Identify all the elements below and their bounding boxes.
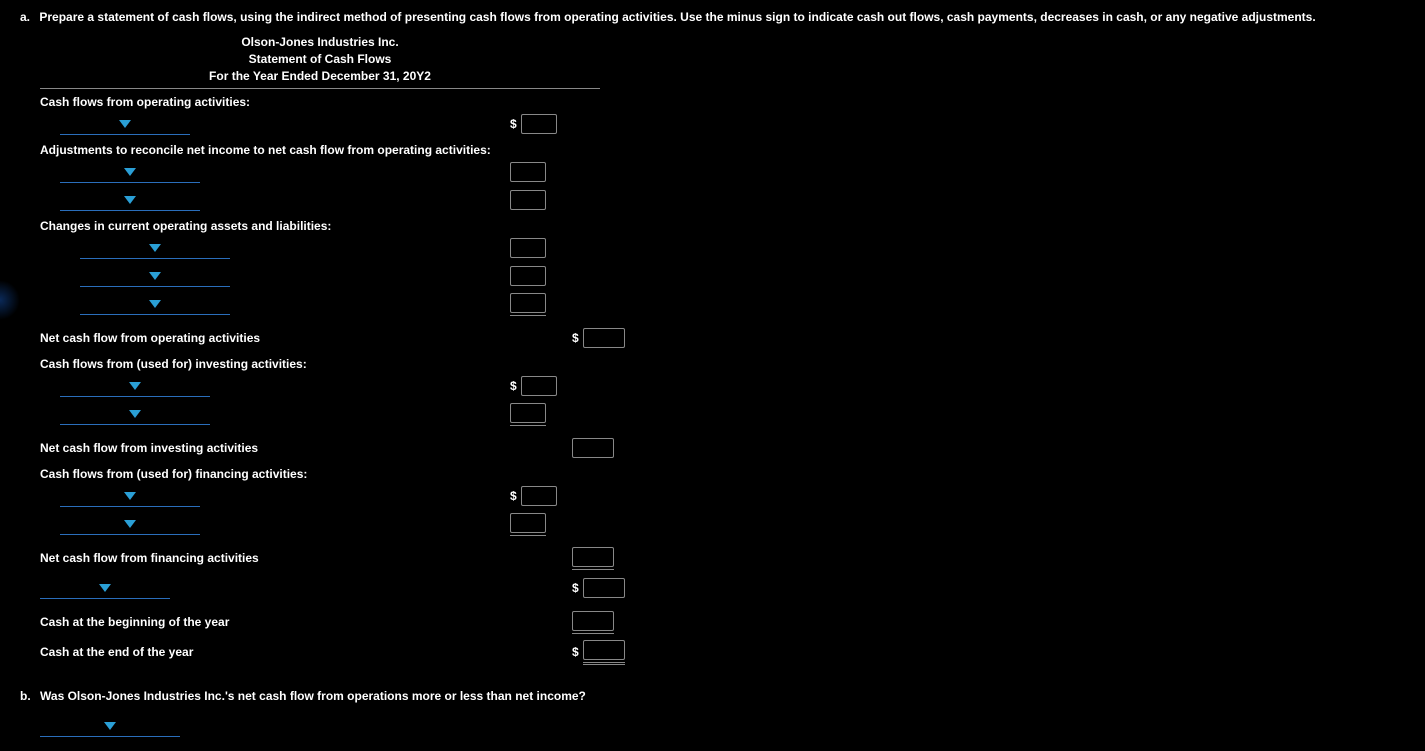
adjustment-1-amount[interactable] (510, 162, 546, 182)
investing-1-dropdown[interactable] (60, 375, 210, 397)
change-3-amount[interactable] (510, 293, 546, 313)
operating-section-header: Cash flows from operating activities: (40, 95, 1405, 109)
net-financing-label: Net cash flow from financing activities (40, 551, 259, 565)
question-b-dropdown[interactable] (40, 715, 180, 737)
statement-header: Olson-Jones Industries Inc. Statement of… (20, 34, 620, 84)
cash-change-dropdown[interactable] (40, 577, 170, 599)
question-b: b. Was Olson-Jones Industries Inc.'s net… (20, 689, 1405, 739)
cash-end-amount[interactable] (583, 640, 625, 660)
cash-begin-label: Cash at the beginning of the year (40, 615, 229, 629)
chevron-down-icon (124, 520, 136, 528)
financing-1-amount[interactable] (521, 486, 557, 506)
investing-section-header: Cash flows from (used for) investing act… (40, 357, 1405, 371)
chevron-down-icon (124, 168, 136, 176)
statement-title: Statement of Cash Flows (20, 51, 620, 68)
changes-header: Changes in current operating assets and … (40, 219, 1405, 233)
cash-change-amount[interactable] (583, 578, 625, 598)
chevron-down-icon (149, 272, 161, 280)
investing-2-amount[interactable] (510, 403, 546, 423)
chevron-down-icon (124, 492, 136, 500)
net-operating-amount[interactable] (583, 328, 625, 348)
chevron-down-icon (129, 382, 141, 390)
financing-section-header: Cash flows from (used for) financing act… (40, 467, 1405, 481)
chevron-down-icon (124, 196, 136, 204)
change-3-dropdown[interactable] (80, 293, 230, 315)
dollar-sign: $ (510, 379, 517, 393)
chevron-down-icon (149, 244, 161, 252)
net-investing-label: Net cash flow from investing activities (40, 441, 258, 455)
net-investing-amount[interactable] (572, 438, 614, 458)
financing-2-amount[interactable] (510, 513, 546, 533)
question-a-text: Prepare a statement of cash flows, using… (39, 10, 1315, 24)
change-2-dropdown[interactable] (80, 265, 230, 287)
net-financing-amount[interactable] (572, 547, 614, 567)
dollar-sign: $ (510, 117, 517, 131)
cash-begin-amount[interactable] (572, 611, 614, 631)
decorative-glow (0, 280, 20, 320)
operating-item-1-amount[interactable] (521, 114, 557, 134)
chevron-down-icon (99, 584, 111, 592)
dollar-sign: $ (572, 581, 579, 595)
chevron-down-icon (149, 300, 161, 308)
cash-end-label: Cash at the end of the year (40, 645, 193, 659)
operating-item-1-dropdown[interactable] (60, 113, 190, 135)
dollar-sign: $ (510, 489, 517, 503)
question-b-text: Was Olson-Jones Industries Inc.'s net ca… (40, 689, 586, 703)
dollar-sign: $ (572, 645, 579, 659)
change-1-dropdown[interactable] (80, 237, 230, 259)
question-b-letter: b. (20, 689, 31, 703)
dollar-sign: $ (572, 331, 579, 345)
statement-period: For the Year Ended December 31, 20Y2 (20, 68, 620, 85)
question-a: a. Prepare a statement of cash flows, us… (20, 10, 1405, 24)
chevron-down-icon (119, 120, 131, 128)
net-operating-label: Net cash flow from operating activities (40, 331, 260, 345)
adjustments-header: Adjustments to reconcile net income to n… (40, 143, 1405, 157)
company-name: Olson-Jones Industries Inc. (20, 34, 620, 51)
header-rule (40, 88, 600, 89)
investing-1-amount[interactable] (521, 376, 557, 396)
question-a-letter: a. (20, 10, 30, 24)
chevron-down-icon (129, 410, 141, 418)
change-2-amount[interactable] (510, 266, 546, 286)
financing-2-dropdown[interactable] (60, 513, 200, 535)
adjustment-1-dropdown[interactable] (60, 161, 200, 183)
investing-2-dropdown[interactable] (60, 403, 210, 425)
financing-1-dropdown[interactable] (60, 485, 200, 507)
adjustment-2-dropdown[interactable] (60, 189, 200, 211)
chevron-down-icon (104, 722, 116, 730)
adjustment-2-amount[interactable] (510, 190, 546, 210)
change-1-amount[interactable] (510, 238, 546, 258)
